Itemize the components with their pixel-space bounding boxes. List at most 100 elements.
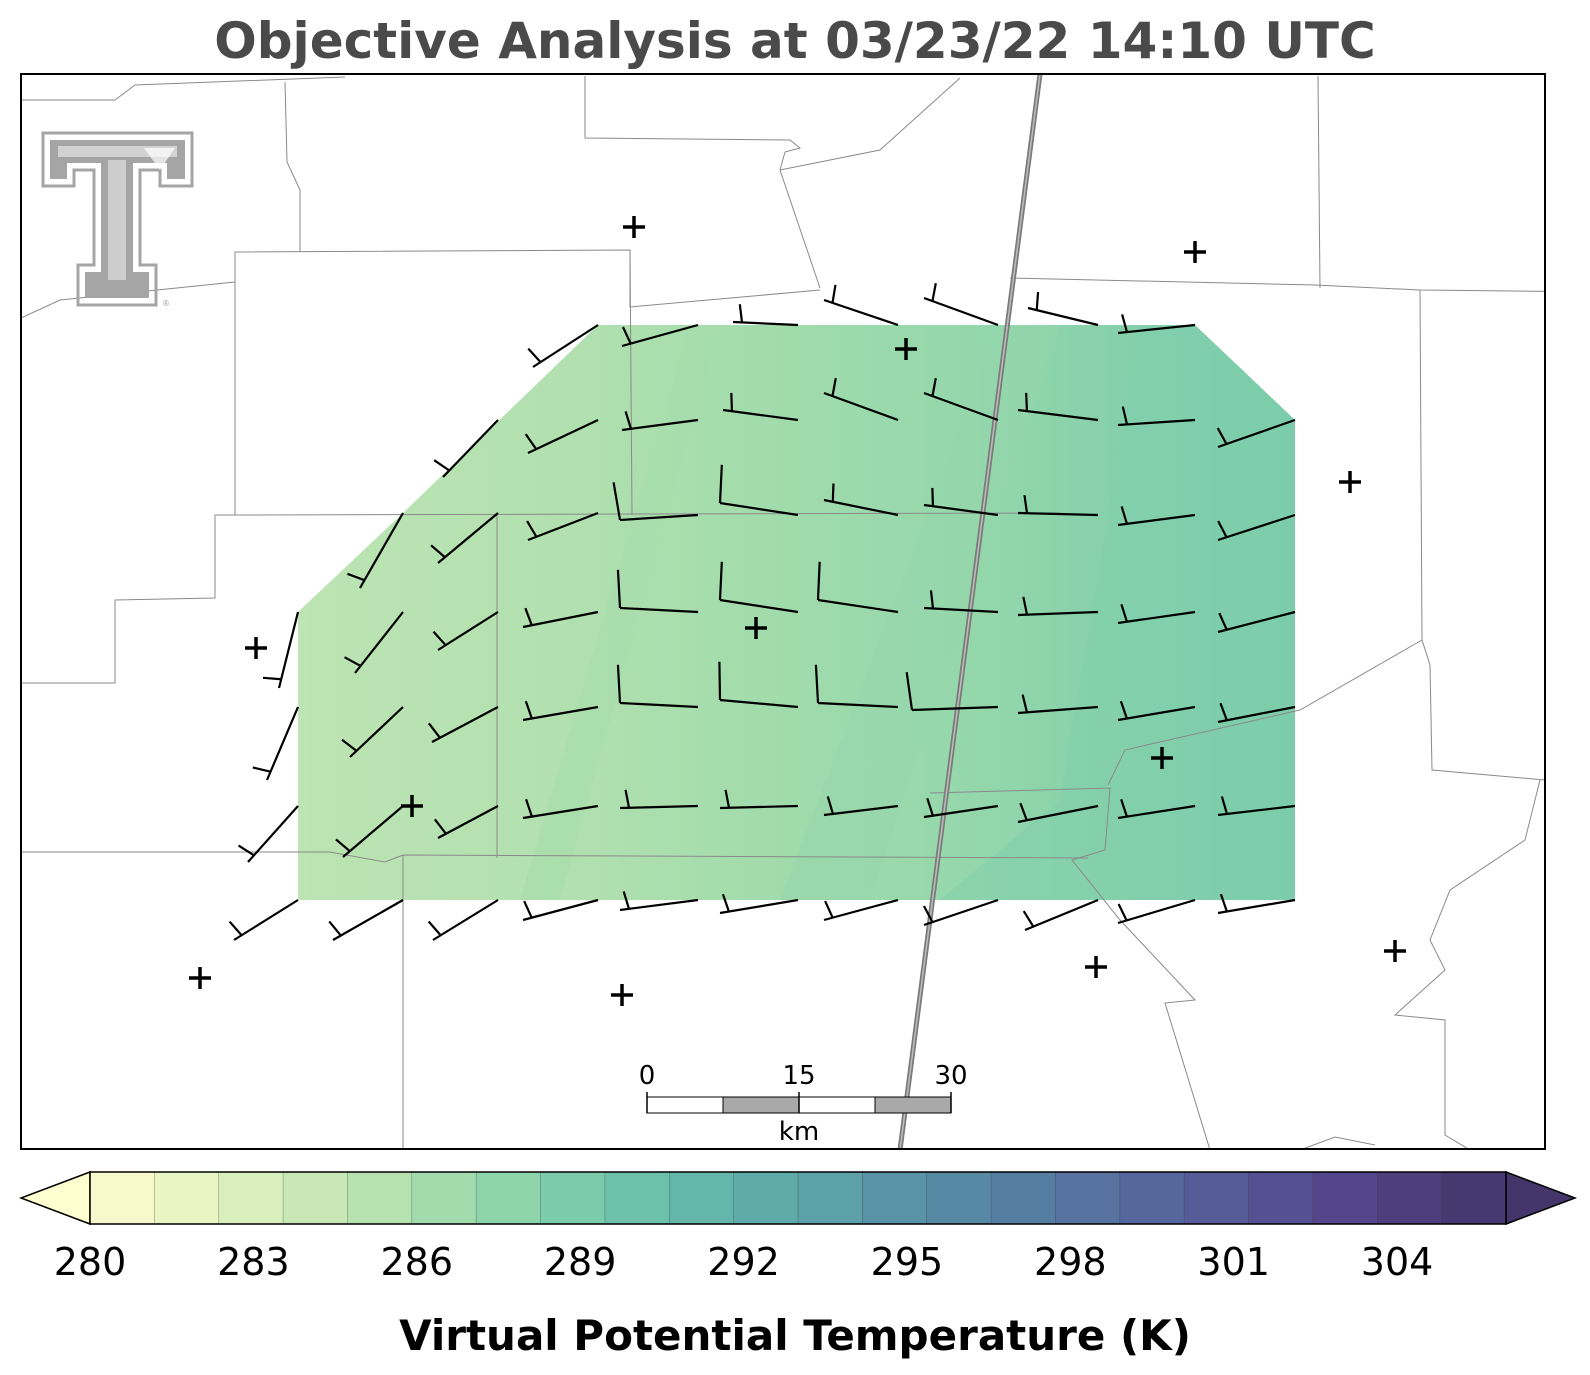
scale-label-0: 0 xyxy=(639,1061,656,1091)
wind-barb xyxy=(433,805,499,839)
wind-barb xyxy=(823,483,899,517)
wind-barb xyxy=(1117,603,1196,625)
wind-barb xyxy=(823,377,899,422)
scale-label-15: 15 xyxy=(782,1061,815,1091)
station-marker xyxy=(895,338,917,360)
colorbar-tick-label: 280 xyxy=(54,1240,127,1284)
colorbar-swatch xyxy=(1377,1172,1443,1224)
wind-barb xyxy=(1117,700,1196,722)
wind-barb xyxy=(433,419,499,478)
wind-barb xyxy=(252,706,300,781)
colorbar-swatch xyxy=(1312,1172,1378,1224)
wind-barb xyxy=(527,324,599,368)
wind-barb xyxy=(823,284,899,327)
colorbar-ticks: 280 283 286 289 292 295 298 301 304 xyxy=(54,1240,1434,1284)
station-marker xyxy=(245,637,267,659)
colorbar-swatch xyxy=(926,1172,992,1224)
wind-barb xyxy=(722,392,799,422)
wind-barb xyxy=(619,891,699,912)
wind-barb xyxy=(923,797,999,819)
wind-barb xyxy=(1117,406,1196,427)
colorbar-title: Virtual Potential Temperature (K) xyxy=(399,1311,1191,1360)
colorbar-tick-label: 286 xyxy=(381,1240,454,1284)
wind-barb xyxy=(923,590,999,614)
colorbar-swatch xyxy=(604,1172,670,1224)
colorbar-swatch xyxy=(154,1172,220,1224)
colorbar-swatch xyxy=(862,1172,928,1224)
wind-barb xyxy=(522,607,599,629)
wind-barb xyxy=(922,898,999,927)
wind-barb xyxy=(1217,893,1296,915)
wind-barb xyxy=(923,487,999,517)
colorbar-swatch xyxy=(347,1172,413,1224)
colorbar-swatch xyxy=(669,1172,735,1224)
station-marker xyxy=(1151,747,1173,769)
wind-barb xyxy=(719,789,799,810)
colorbar-tick-label: 292 xyxy=(707,1240,780,1284)
wind-barb xyxy=(1117,898,1196,925)
station-marker xyxy=(1339,471,1361,493)
field-band-3 xyxy=(940,325,1295,900)
wind-barb xyxy=(522,898,599,922)
wind-barb xyxy=(427,706,499,743)
colorbar-swatch xyxy=(1184,1172,1250,1224)
map-title: Objective Analysis at 03/23/22 14:10 UTC xyxy=(214,12,1375,70)
field-band-1 xyxy=(520,325,720,900)
wind-barb xyxy=(1117,798,1196,820)
wind-barb xyxy=(1022,898,1099,932)
county-boundaries xyxy=(21,75,1545,1149)
colorbar-swatch xyxy=(798,1172,863,1224)
wind-barb xyxy=(237,805,299,863)
wind-barb xyxy=(1117,506,1196,527)
wind-barb xyxy=(524,419,599,454)
wind-barb xyxy=(522,798,599,820)
wind-barb xyxy=(719,893,799,915)
station-marker xyxy=(611,984,633,1006)
colorbar-extend-low xyxy=(18,1170,91,1226)
wind-barb xyxy=(522,700,599,722)
station-marker xyxy=(623,216,645,238)
wind-barb xyxy=(1217,610,1296,634)
highway-center xyxy=(899,74,1041,1149)
wind-barb xyxy=(427,899,499,941)
wind-barb xyxy=(814,664,899,709)
scale-label-30: 30 xyxy=(934,1061,967,1091)
wind-barb xyxy=(430,512,499,564)
wind-barb xyxy=(228,899,299,941)
wind-barb xyxy=(1217,796,1296,817)
colorbar-swatch xyxy=(1055,1172,1121,1224)
wind-barb xyxy=(1217,513,1296,542)
station-marker xyxy=(1184,241,1206,263)
wind-barb xyxy=(328,899,404,941)
colorbar-tick-label: 295 xyxy=(871,1240,944,1284)
wind-barb xyxy=(616,569,699,614)
wind-barb xyxy=(1217,702,1296,724)
scale-bar: 0 15 30 km xyxy=(639,1061,968,1147)
colorbar-tick-label: 298 xyxy=(1034,1240,1107,1284)
wind-barb xyxy=(526,511,599,542)
wind-barb xyxy=(344,611,404,674)
wind-barb xyxy=(1017,694,1099,715)
wind-barb xyxy=(346,512,404,589)
stations xyxy=(189,216,1406,1006)
wind-barb xyxy=(1017,802,1099,824)
wind-barbs xyxy=(228,282,1296,941)
station-marker xyxy=(1384,940,1406,962)
colorbar-swatch xyxy=(90,1172,155,1224)
wind-barb xyxy=(335,805,404,858)
wind-barb xyxy=(262,611,300,689)
wind-barb xyxy=(718,561,799,614)
wind-barb xyxy=(341,706,404,758)
wind-barb xyxy=(616,664,699,709)
station-marker xyxy=(1085,956,1107,978)
wind-barb xyxy=(619,789,699,810)
svg-text:®: ® xyxy=(162,299,170,308)
colorbar-tick-label: 283 xyxy=(217,1240,290,1284)
colorbar xyxy=(18,1170,1578,1226)
university-logo: ® xyxy=(41,131,194,308)
wind-barb xyxy=(1216,418,1296,449)
wind-barb xyxy=(718,661,799,709)
wind-barb xyxy=(621,323,699,348)
wind-barb xyxy=(905,672,999,712)
